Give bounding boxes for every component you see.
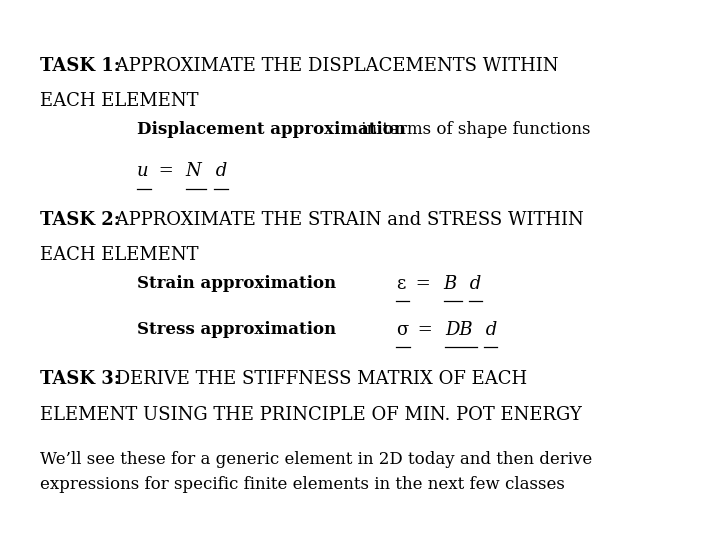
Text: EACH ELEMENT: EACH ELEMENT (40, 92, 198, 110)
Text: Stress approximation: Stress approximation (137, 321, 336, 338)
Text: DERIVE THE STIFFNESS MATRIX OF EACH: DERIVE THE STIFFNESS MATRIX OF EACH (110, 370, 527, 388)
Text: ELEMENT USING THE PRINCIPLE OF MIN. POT ENERGY: ELEMENT USING THE PRINCIPLE OF MIN. POT … (40, 406, 581, 424)
Text: TASK 3:: TASK 3: (40, 370, 120, 388)
Text: in terms of shape functions: in terms of shape functions (356, 122, 591, 138)
Text: =: = (412, 321, 438, 339)
Text: ε: ε (396, 275, 405, 293)
Text: d: d (464, 275, 482, 293)
Text: Displacement approximation: Displacement approximation (137, 122, 405, 138)
Text: DB: DB (445, 321, 472, 339)
Text: d: d (210, 162, 227, 180)
Text: N: N (186, 162, 202, 180)
Text: EACH ELEMENT: EACH ELEMENT (40, 246, 198, 264)
Text: =: = (153, 162, 179, 180)
Text: σ: σ (396, 321, 408, 339)
Text: TASK 2:: TASK 2: (40, 211, 120, 228)
Text: APPROXIMATE THE DISPLACEMENTS WITHIN: APPROXIMATE THE DISPLACEMENTS WITHIN (110, 57, 559, 75)
Text: APPROXIMATE THE STRAIN and STRESS WITHIN: APPROXIMATE THE STRAIN and STRESS WITHIN (110, 211, 584, 228)
Text: Strain approximation: Strain approximation (137, 275, 336, 292)
Text: We’ll see these for a generic element in 2D today and then derive
expressions fo: We’ll see these for a generic element in… (40, 451, 592, 492)
Text: u: u (137, 162, 148, 180)
Text: B: B (444, 275, 456, 293)
Text: =: = (410, 275, 437, 293)
Text: TASK 1:: TASK 1: (40, 57, 120, 75)
Text: d: d (480, 321, 497, 339)
